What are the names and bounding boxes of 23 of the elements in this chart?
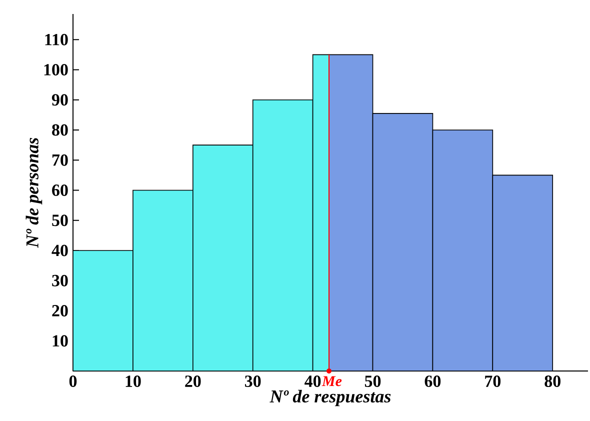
x-tick-label: 30 — [245, 376, 261, 387]
y-tick-label: 20 — [52, 304, 68, 316]
x-tick-label: 20 — [185, 376, 201, 387]
x-tick-label: 80 — [544, 376, 560, 387]
x-tick-label: 40 — [304, 376, 321, 387]
y-tick-label: 90 — [52, 94, 68, 106]
x-tick-label: 0 — [69, 376, 77, 387]
y-tick-label: 40 — [52, 244, 68, 256]
y-tick-label: 80 — [52, 124, 68, 136]
x-tick-label: 70 — [485, 376, 501, 387]
y-tick-label: 10 — [52, 335, 68, 347]
x-tick-label: 50 — [364, 376, 381, 387]
y-tick-label: 70 — [52, 154, 68, 166]
x-axis-title: Nº de respuestas — [270, 390, 391, 406]
y-axis-title: Nº de personas — [26, 138, 42, 248]
x-tick-label: 60 — [424, 376, 441, 387]
ref-line-label: Me — [322, 376, 342, 386]
y-tick-label: 110 — [45, 34, 68, 46]
y-tick-label: 60 — [52, 184, 68, 196]
y-tick-label: 100 — [44, 64, 68, 76]
x-tick-label: 10 — [126, 376, 141, 387]
y-tick-label: 50 — [52, 214, 68, 226]
y-tick-label: 30 — [52, 274, 68, 286]
